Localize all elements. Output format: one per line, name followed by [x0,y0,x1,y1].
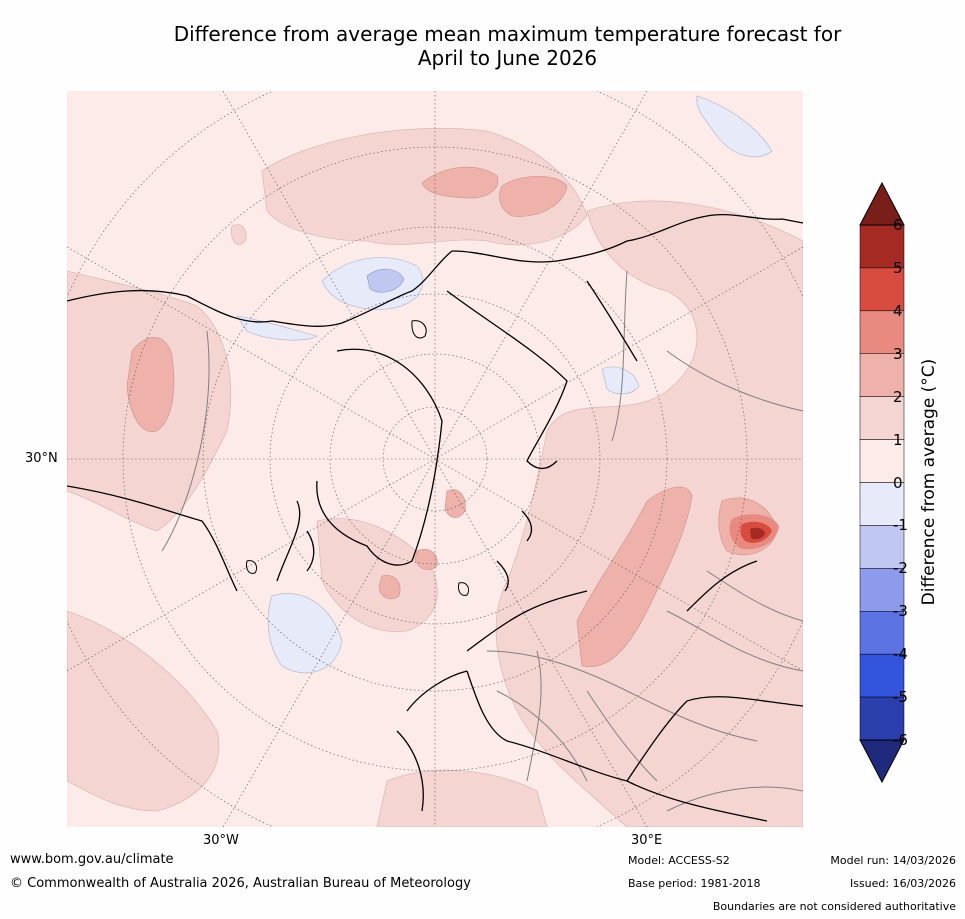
latitude-label-30n: 30°N [25,451,58,466]
colorbar-bins [859,224,905,741]
colorbar-bin [859,696,905,741]
colorbar-tick-label: 2 [893,387,903,406]
anomaly-minus1-to-minus2-region [366,268,405,293]
colorbar-bin [859,653,905,698]
polar-map[interactable] [67,91,803,827]
anomaly-0-to-minus1-regions [236,95,773,674]
footer-base-period: Base period: 1981-2018 [628,877,761,890]
colorbar-tick-label: 0 [893,473,903,492]
colorbar-tick-label: 6 [893,216,903,234]
colorbar [859,181,905,784]
longitude-label-30e: 30°E [631,833,663,848]
map-title-line1: Difference from average mean maximum tem… [173,22,842,46]
colorbar-tick-label: -4 [893,645,908,664]
longitude-label-30w: 30°W [203,833,239,848]
colorbar-bin [859,353,905,397]
colorbar-tick-label: 1 [893,430,903,449]
colorbar-bin [859,568,905,612]
footer-model: Model: ACCESS-S2 [628,854,730,867]
colorbar-tick-label: -1 [893,516,908,535]
colorbar-tick-label: -5 [893,688,908,707]
colorbar-tick-label: -6 [893,731,908,749]
footer-model-run: Model run: 14/03/2026 [830,854,956,867]
footer-website[interactable]: www.bom.gov.au/climate [10,852,174,867]
anomaly-5-to-6-region [750,527,765,540]
colorbar-bin [859,482,905,526]
map-title-line2: April to June 2026 [417,46,598,70]
map-canvas [67,91,803,827]
anomaly-1-to-2-regions [67,128,803,827]
colorbar-tick-label: 3 [893,344,903,363]
coastlines [67,213,803,822]
footer-disclaimer: Boundaries are not considered authoritat… [712,900,956,913]
colorbar-tick-label: 4 [893,301,903,320]
country-borders [161,270,803,812]
colorbar-bin [859,396,905,440]
colorbar-under-triangle [859,739,905,784]
colorbar-over-triangle [859,181,905,226]
map-title: Difference from average mean maximum tem… [0,22,965,70]
colorbar-bin [859,224,905,269]
colorbar-bin [859,310,905,354]
colorbar-tick-label: -3 [893,602,908,621]
footer-copyright: © Commonwealth of Australia 2026, Austra… [10,876,471,891]
colorbar-bin [859,439,905,483]
colorbar-bin [859,267,905,312]
graticule [67,91,803,827]
colorbar-title: Difference from average (°C) [919,358,939,606]
colorbar-tick-label: 5 [893,258,903,277]
colorbar-tick-label: -2 [893,559,908,578]
colorbar-bin [859,525,905,569]
islands [246,320,470,596]
footer-issued: Issued: 16/03/2026 [849,877,956,890]
